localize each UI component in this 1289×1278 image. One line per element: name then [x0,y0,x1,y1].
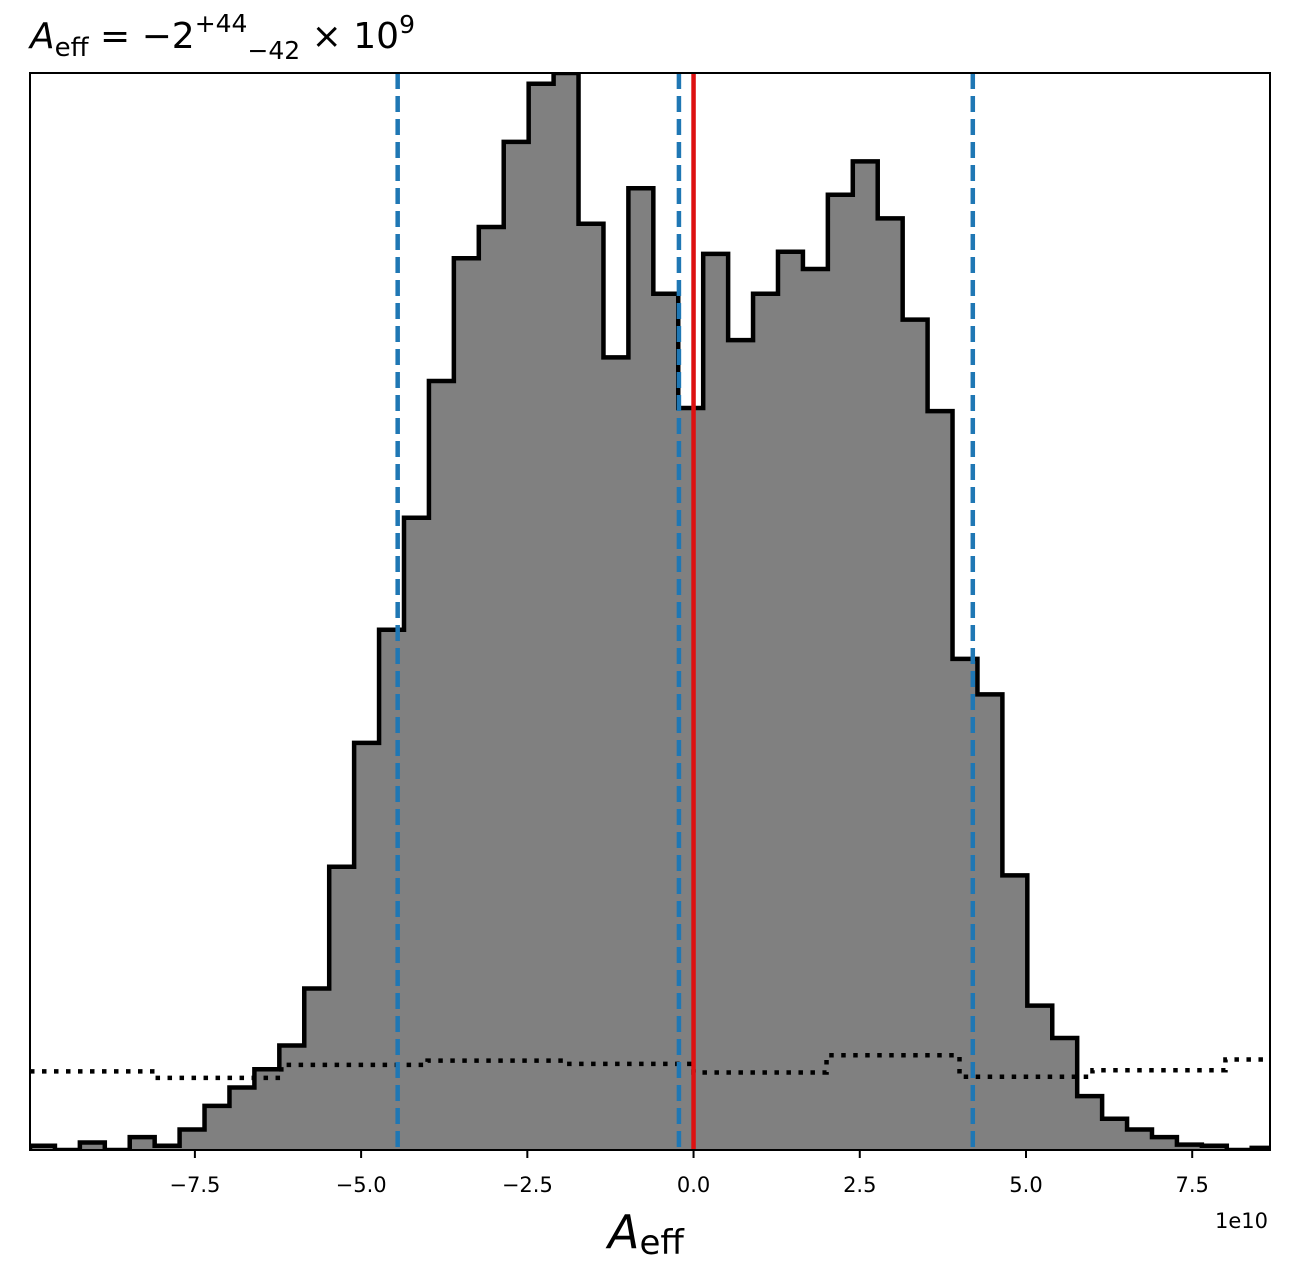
histogram-bar [1176,1144,1203,1150]
histogram-bar [453,258,480,1150]
histogram-bar [603,357,629,1150]
x-axis-ticks: −7.5 −5.0 −2.5 0.0 2.5 5.0 7.5 [169,1150,1209,1197]
x-tick-label: −7.5 [169,1173,220,1197]
histogram-bar [827,194,854,1150]
x-axis-label-base: A [605,1205,639,1259]
plot-content [30,73,1270,1150]
histogram-bar [354,742,380,1150]
histogram-bar [628,188,654,1150]
histogram-bar [777,251,804,1150]
histogram-bar [877,218,904,1150]
chart-title: Aeff = −2+44−42 × 109 [28,9,415,65]
plot-frame [29,72,1271,1151]
histogram-bar [279,1045,305,1150]
histogram-bar [578,223,604,1150]
title-base-subscript: eff [55,33,90,63]
prior-line [30,1052,1270,1081]
title-equals: = −2 [89,16,195,57]
plot-area [29,72,1271,1151]
x-tick-label: 2.5 [843,1173,876,1197]
histogram-bar [528,83,555,1150]
histogram-bar [902,319,929,1150]
histogram-bar [1151,1137,1178,1150]
histogram-bar [553,73,580,1150]
title-exponent: 9 [399,10,415,39]
histogram-bar [1127,1129,1153,1150]
histogram-bar [753,293,779,1150]
histogram-bar [79,1142,106,1150]
histogram-bar [478,227,505,1150]
histogram-bar [403,517,430,1150]
histogram-bar [977,694,1003,1150]
histogram-bar [703,253,729,1150]
histogram-bar [129,1137,156,1150]
histogram-bar [852,161,879,1150]
histogram-bar [379,629,405,1150]
histogram-bar [802,269,829,1150]
x-axis-label-subscript: eff [639,1223,685,1263]
title-base: A [28,16,55,57]
histogram-bar [1077,1096,1103,1150]
histogram-bar [1052,1037,1078,1150]
histogram-outline [30,73,1270,1150]
histogram-bar [304,988,330,1150]
histogram-bar [678,407,704,1150]
histogram-bar [653,293,679,1150]
title-times: × 10 [300,16,399,57]
x-tick-label: −2.5 [502,1173,553,1197]
histogram-bar [428,381,455,1150]
histogram-bar [329,866,355,1150]
histogram-bar [229,1087,255,1150]
histogram-bar [927,411,954,1150]
axis-offset-text: 1e10 [1215,1209,1268,1233]
histogram-bar [1002,875,1028,1150]
x-tick-label: 7.5 [1176,1173,1209,1197]
x-tick-label: 0.0 [677,1173,710,1197]
histogram-bar [254,1069,280,1150]
x-tick-label: 5.0 [1009,1173,1042,1197]
title-sup: +44 [195,9,248,38]
histogram-bar [204,1105,230,1150]
histogram-bar [503,141,530,1150]
title-sub: −42 [247,36,300,65]
histogram-bar [728,340,754,1150]
x-tick-label: −5.0 [336,1173,387,1197]
x-axis-label: Aeff [605,1205,685,1263]
histogram-bar [1102,1118,1128,1150]
histogram-bar [179,1129,206,1150]
